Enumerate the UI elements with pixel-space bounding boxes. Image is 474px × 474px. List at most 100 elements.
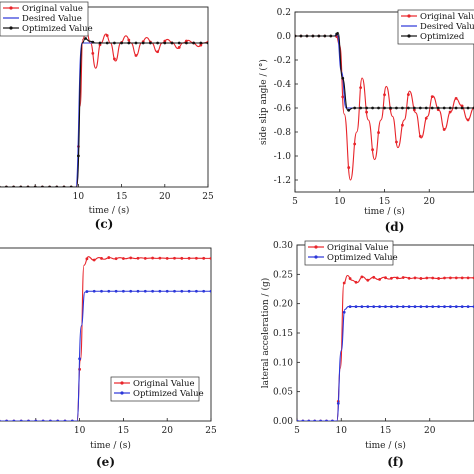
data-point [92,258,96,262]
x-axis-label: time / (s) [90,440,131,451]
data-point [437,277,440,280]
legend-label: Optimized Value [133,389,204,399]
data-point [460,305,464,308]
data-point [401,123,404,127]
x-tick-label: 10 [336,426,348,436]
legend-marker [407,34,411,38]
data-point [389,106,392,110]
data-point [177,41,181,45]
legend-label: Original Value [133,379,195,389]
data-point [466,118,470,122]
data-point [371,106,374,110]
data-point [449,305,452,308]
data-point [170,41,174,45]
data-point [187,289,191,293]
y-tick-label: -0.2 [274,56,291,66]
data-point [49,419,52,421]
data-point [454,276,458,280]
x-axis-label: time / (s) [89,205,130,216]
plot-frame [0,6,209,188]
data-point [424,116,428,120]
data-point [177,46,181,49]
y-tick-label: -1.2 [274,176,291,186]
data-point [383,106,386,110]
data-point [129,256,133,260]
data-point [78,357,81,361]
data-point [419,277,423,280]
panel-label: (e) [96,455,115,469]
data-point [372,305,376,308]
data-point [173,256,176,260]
data-point [418,134,422,138]
data-point [331,419,334,421]
data-point [12,419,16,421]
data-point [5,185,8,187]
data-point [448,106,452,110]
data-point [202,256,206,260]
data-point [384,305,387,308]
data-point [412,106,416,110]
data-point [91,40,95,44]
data-point [347,166,351,169]
data-point [442,128,446,131]
data-point [92,289,96,293]
data-point [436,106,440,110]
data-point [114,289,118,293]
data-point [41,419,45,421]
legend-label: Optimized Value [22,24,93,34]
series-line [297,274,474,421]
data-point [454,305,458,308]
x-tick-label: 5 [292,197,298,207]
data-point [353,106,357,110]
y-axis-label: lateral acceleration / (g) [260,278,271,389]
data-point [114,257,118,261]
panel-label: (d) [385,220,405,234]
legend-label: Original value [22,4,83,14]
legend-label: Desired Value [420,22,474,32]
x-tick-label: 15 [380,426,392,436]
data-point [100,289,103,293]
data-point [377,131,380,134]
data-point [105,41,109,45]
data-point [41,185,44,187]
data-point [56,419,60,421]
data-point [63,419,67,421]
data-point [195,289,198,293]
x-tick-label: 20 [159,192,171,202]
data-point [100,256,103,260]
data-point [26,185,30,187]
series-line [0,290,211,421]
data-point [383,93,386,97]
legend-box [0,1,89,37]
y-tick-label: 0.0 [277,32,292,42]
y-tick-label: 0.15 [273,329,293,339]
series-1 [297,274,474,421]
data-point [5,419,8,421]
data-point [341,95,345,99]
data-point [412,108,416,112]
data-point [454,106,458,110]
data-point [85,290,89,293]
data-point [187,256,191,260]
plot-frame [0,247,212,422]
data-point [70,419,74,421]
x-tick-label: 25 [205,426,217,436]
data-point [129,289,133,293]
panel-label: (f) [387,455,404,469]
data-point [360,275,364,279]
data-point [431,276,435,280]
data-point [185,39,188,43]
legend-marker [120,391,124,395]
y-tick-label: -0.8 [274,128,292,138]
data-point [33,185,37,187]
legend-label: Optimized [420,32,465,42]
data-point [120,41,123,45]
data-point [134,41,138,45]
data-point [418,106,422,110]
data-point [295,34,297,38]
legend-label: Original Value [420,12,474,22]
data-point [134,54,138,57]
data-point [430,95,434,99]
